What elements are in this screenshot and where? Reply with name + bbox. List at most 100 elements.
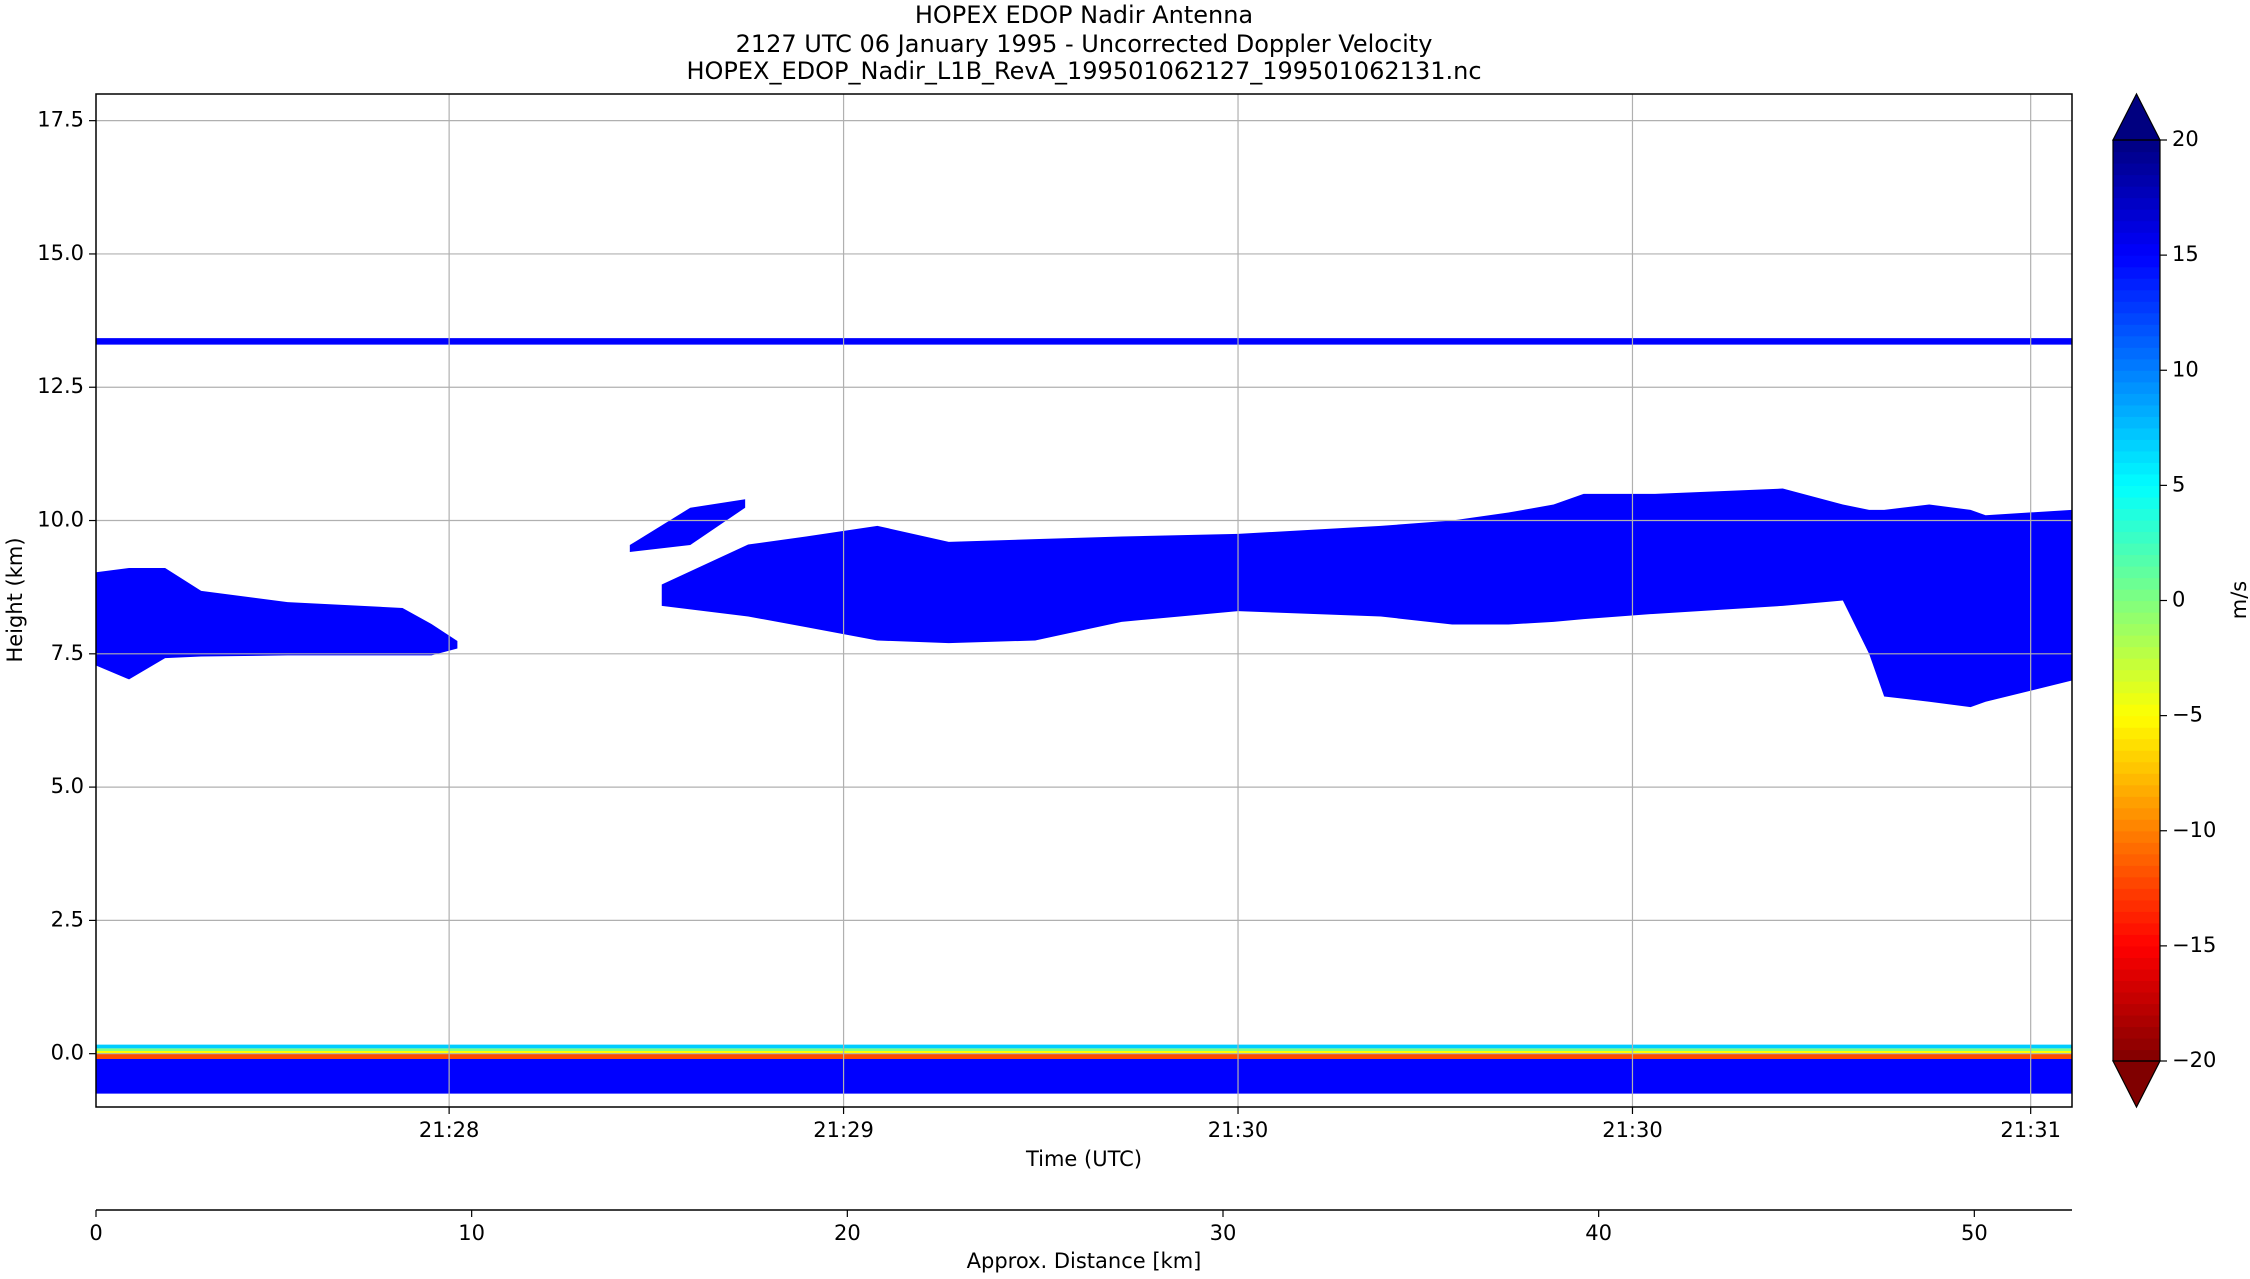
colorbar-segment — [2113, 842, 2160, 855]
colorbar-tick-label: 5 — [2172, 472, 2185, 496]
colorbar-segment — [2113, 519, 2160, 533]
colorbar-segment — [2113, 243, 2160, 256]
colorbar-segment — [2113, 508, 2160, 521]
colorbar-segment — [2113, 220, 2160, 233]
colorbar-segment — [2113, 853, 2160, 866]
echo-region — [96, 1051, 2072, 1054]
colorbar-segment — [2113, 358, 2160, 371]
colorbar-segment — [2113, 312, 2160, 325]
colorbar-segment — [2113, 681, 2160, 694]
colorbar-segment — [2113, 957, 2160, 970]
colorbar-segment — [2113, 163, 2160, 176]
colorbar-segment — [2113, 945, 2160, 958]
colorbar-segment — [2113, 554, 2160, 567]
colorbar-segment — [2113, 819, 2160, 832]
colorbar-segment — [2113, 612, 2160, 625]
colorbar-segment — [2113, 911, 2160, 924]
echo-region — [96, 1059, 2072, 1094]
colorbar-segment — [2113, 496, 2160, 509]
colorbar-segment — [2113, 370, 2160, 383]
distance-tick-label: 0 — [89, 1221, 102, 1245]
colorbar-segment — [2113, 761, 2160, 774]
colorbar-segment — [2113, 335, 2160, 348]
distance-tick-label: 40 — [1585, 1221, 1612, 1245]
colorbar-tick-label: −15 — [2172, 933, 2216, 957]
colorbar-segment — [2113, 646, 2160, 659]
colorbar-segment — [2113, 1014, 2160, 1028]
colorbar-segment — [2113, 542, 2160, 556]
colorbar-segment — [2113, 807, 2160, 820]
x-tick-label: 21:30 — [1602, 1118, 1663, 1142]
colorbar-segment — [2113, 393, 2160, 406]
colorbar-segment — [2113, 750, 2160, 763]
y-axis-label: Height (km) — [3, 537, 27, 662]
colorbar-segment — [2113, 669, 2160, 682]
y-tick-label: 5.0 — [51, 774, 84, 798]
colorbar-segment — [2113, 450, 2160, 463]
colorbar-segment — [2113, 531, 2160, 544]
colorbar-segment — [2113, 715, 2160, 728]
colorbar-segment — [2113, 876, 2160, 889]
colorbar-segment — [2113, 266, 2160, 279]
x-axis-label: Time (UTC) — [1025, 1147, 1142, 1171]
colorbar-segment — [2113, 1026, 2160, 1039]
distance-tick-label: 10 — [458, 1221, 485, 1245]
colorbar-segment — [2113, 968, 2160, 982]
colorbar-segment — [2113, 865, 2160, 878]
echo-region — [96, 1053, 2072, 1060]
colorbar-tick-label: 0 — [2172, 588, 2185, 612]
colorbar-segment — [2113, 704, 2160, 717]
colorbar-segment — [2113, 347, 2160, 360]
colorbar-segment — [2113, 577, 2160, 590]
colorbar-segment — [2113, 888, 2160, 901]
distance-axis-label: Approx. Distance [km] — [967, 1249, 1202, 1273]
colorbar-segment — [2113, 186, 2160, 199]
colorbar-segment — [2113, 588, 2160, 602]
colorbar-tick-label: 15 — [2172, 242, 2199, 266]
colorbar-segment — [2113, 934, 2160, 947]
echo-region — [96, 338, 2072, 345]
colorbar-segment — [2113, 381, 2160, 394]
colorbar-segment — [2113, 209, 2160, 222]
colorbar-tick-label: 20 — [2172, 127, 2199, 151]
y-tick-label: 7.5 — [51, 641, 84, 665]
distance-tick-label: 20 — [834, 1221, 861, 1245]
colorbar-segment — [2113, 232, 2160, 245]
echo-region — [629, 499, 746, 552]
colorbar-segment — [2113, 623, 2160, 636]
colorbar-tick-label: −5 — [2172, 703, 2203, 727]
colorbar-segment — [2113, 151, 2160, 164]
x-tick-label: 21:31 — [2000, 1118, 2061, 1142]
colorbar-segment — [2113, 427, 2160, 440]
colorbar-segment — [2113, 635, 2160, 648]
colorbar-segment — [2113, 301, 2160, 314]
colorbar-segment — [2113, 1049, 2160, 1062]
y-tick-label: 0.0 — [51, 1041, 84, 1065]
distance-tick-label: 50 — [1961, 1221, 1988, 1245]
y-tick-label: 17.5 — [37, 108, 84, 132]
colorbar-segment — [2113, 658, 2160, 671]
colorbar-tick-label: −20 — [2172, 1048, 2216, 1072]
chart-title: HOPEX EDOP Nadir Antenna — [915, 1, 1253, 29]
echo-region — [96, 1048, 2072, 1052]
colorbar-segment — [2113, 1037, 2160, 1051]
colorbar-segment — [2113, 991, 2160, 1005]
y-tick-label: 15.0 — [37, 241, 84, 265]
x-tick-label: 21:28 — [419, 1118, 480, 1142]
colorbar-segment — [2113, 473, 2160, 486]
colorbar-segment — [2113, 174, 2160, 187]
colorbar-segment — [2113, 980, 2160, 993]
y-tick-label: 10.0 — [37, 508, 84, 532]
y-tick-label: 12.5 — [37, 374, 84, 398]
colorbar-tick-label: 10 — [2172, 357, 2199, 381]
colorbar-segment — [2113, 600, 2160, 613]
colorbar-extension — [2112, 92, 2161, 141]
colorbar-segment — [2113, 727, 2160, 740]
colorbar-segment — [2113, 922, 2160, 935]
colorbar-segment — [2113, 324, 2160, 337]
x-tick-label: 21:29 — [813, 1118, 874, 1142]
colorbar-segment — [2113, 565, 2160, 579]
chart-subtitle: HOPEX_EDOP_Nadir_L1B_RevA_199501062127_1… — [686, 57, 1481, 85]
